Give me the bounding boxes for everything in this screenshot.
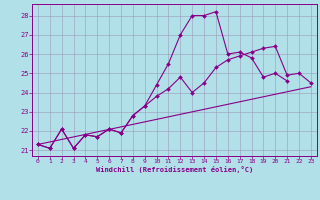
X-axis label: Windchill (Refroidissement éolien,°C): Windchill (Refroidissement éolien,°C) [96,166,253,173]
